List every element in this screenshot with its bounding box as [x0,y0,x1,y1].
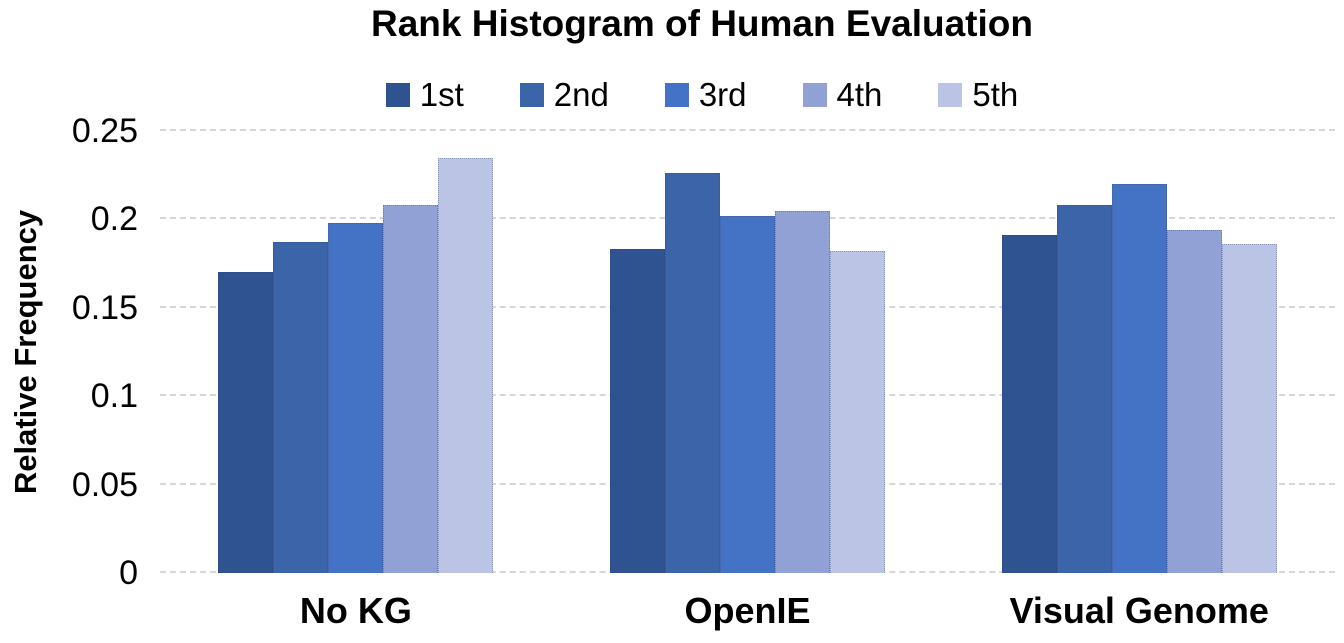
legend-item-2nd: 2nd [519,76,609,113]
bar-5th-no-kg [438,157,494,573]
bar-1st-openie [610,249,665,573]
legend-label: 4th [836,76,883,113]
bar-2nd-no-kg [273,242,329,573]
legend-swatch-icon [385,83,410,107]
x-category-label: No KG [299,590,412,631]
chart-title: Rank Histogram of Human Evaluation [371,3,1033,44]
y-tick-label: 0.1 [90,377,138,416]
bar-3rd-no-kg [328,222,384,573]
bar-1st-no-kg [218,272,274,573]
bar-groups [160,131,1335,573]
y-tick-label: 0.25 [71,112,138,150]
legend-label: 1st [419,76,464,113]
legend-label: 5th [972,76,1019,113]
bar-2nd-openie [665,173,720,573]
legend-swatch-icon [519,83,544,107]
y-tick-label: 0.15 [71,288,138,327]
bar-2nd-visual-genome [1056,205,1112,573]
legend-label: 2nd [553,76,609,113]
legend-label: 3rd [698,76,747,113]
x-axis-category-labels: No KG OpenIE Visual Genome [160,588,1335,634]
bar-1st-visual-genome [1001,235,1057,573]
legend-item-3rd: 3rd [664,76,747,113]
bar-group-visual-genome [943,131,1335,573]
y-tick-label: 0.2 [90,200,138,239]
bar-5th-openie [830,251,885,573]
x-category-label: Visual Genome [1009,590,1269,631]
legend-item-5th: 5th [938,78,1018,112]
y-axis-tick-labels: 0 0.05 0.1 0.15 0.2 0.25 [0,112,142,592]
bar-3rd-visual-genome [1111,184,1167,573]
bar-4th-openie [775,210,830,573]
bar-4th-visual-genome [1166,230,1222,573]
bar-group-openie [552,131,944,573]
legend-item-1st: 1st [385,76,464,113]
legend-item-4th: 4th [802,76,883,113]
y-tick-label: 0 [119,554,138,592]
y-tick-label: 0.05 [71,465,138,504]
legend: 1st 2nd 3rd 4th 5th [60,76,1344,114]
x-category-label: OpenIE [684,590,811,631]
legend-swatch-icon [664,83,689,107]
bar-3rd-openie [720,215,775,573]
gridline [160,129,1335,131]
bar-5th-visual-genome [1221,244,1277,573]
legend-swatch-icon [938,83,963,107]
plot-area [160,129,1335,573]
bar-4th-no-kg [383,205,439,573]
legend-swatch-icon [802,83,827,107]
bar-group-no-kg [160,131,552,573]
